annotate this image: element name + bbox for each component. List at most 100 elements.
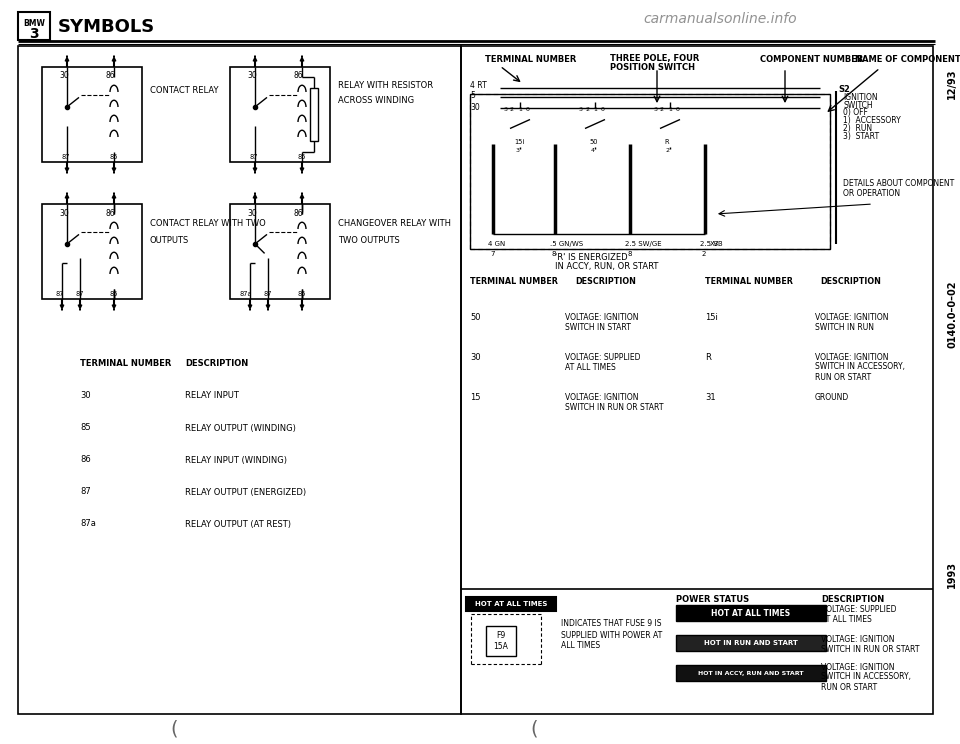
Text: 1: 1 (668, 107, 672, 112)
Text: 12/93: 12/93 (947, 68, 957, 99)
Text: VOLTAGE: IGNITION: VOLTAGE: IGNITION (821, 635, 895, 644)
Text: 87: 87 (80, 487, 91, 496)
Text: (: ( (170, 719, 178, 739)
Text: 4 RT: 4 RT (470, 82, 487, 91)
Text: 2.5 VI: 2.5 VI (700, 241, 720, 247)
Text: GROUND: GROUND (815, 393, 850, 402)
Bar (461, 46, 933, 714)
Bar (230, 67, 330, 162)
Bar (466, 597, 556, 611)
Text: VOLTAGE: IGNITION: VOLTAGE: IGNITION (815, 312, 889, 321)
Text: INDICATES THAT FUSE 9 IS: INDICATES THAT FUSE 9 IS (561, 620, 661, 629)
Text: 1: 1 (518, 107, 522, 112)
Text: 87a: 87a (240, 291, 252, 297)
Text: F9
15A: F9 15A (493, 632, 509, 651)
Text: .5 GN/WS: .5 GN/WS (550, 241, 583, 247)
Text: 2)  RUN: 2) RUN (843, 124, 872, 133)
Text: NAME OF COMPONENT: NAME OF COMPONENT (855, 54, 960, 63)
Text: 0: 0 (526, 107, 530, 112)
Text: VOLTAGE: SUPPLIED: VOLTAGE: SUPPLIED (821, 604, 897, 614)
Text: 2: 2 (702, 251, 707, 257)
Text: ACROSS WINDING: ACROSS WINDING (338, 96, 414, 105)
Text: CONTACT RELAY WITH TWO: CONTACT RELAY WITH TWO (150, 219, 266, 228)
Text: 85: 85 (297, 154, 305, 160)
Text: SWITCH IN START: SWITCH IN START (565, 322, 631, 332)
Text: 3: 3 (29, 27, 38, 41)
Bar (18, 12, 50, 40)
Text: RELAY INPUT (WINDING): RELAY INPUT (WINDING) (185, 455, 287, 464)
Text: AT ALL TIMES: AT ALL TIMES (821, 615, 872, 623)
Text: 85: 85 (80, 423, 90, 432)
Text: RELAY OUTPUT (AT REST): RELAY OUTPUT (AT REST) (185, 519, 291, 528)
Text: 0: 0 (676, 107, 680, 112)
Text: 2: 2 (510, 107, 514, 112)
Text: SWITCH IN RUN OR START: SWITCH IN RUN OR START (565, 403, 663, 411)
Text: 0140.0–0–02: 0140.0–0–02 (947, 280, 957, 347)
Text: IN ACCY, RUN, OR START: IN ACCY, RUN, OR START (555, 261, 659, 271)
Text: X33: X33 (710, 241, 724, 247)
Text: RELAY OUTPUT (ENERGIZED): RELAY OUTPUT (ENERGIZED) (185, 487, 306, 496)
Text: SWITCH: SWITCH (843, 100, 873, 109)
Text: VOLTAGE: IGNITION: VOLTAGE: IGNITION (565, 312, 638, 321)
Text: 87: 87 (250, 154, 258, 160)
Text: DESCRIPTION: DESCRIPTION (185, 359, 249, 368)
Text: SWITCH IN RUN OR START: SWITCH IN RUN OR START (821, 644, 920, 653)
Text: SWITCH IN ACCESSORY,: SWITCH IN ACCESSORY, (815, 362, 905, 371)
Text: 3: 3 (579, 107, 583, 112)
Text: CONTACT RELAY: CONTACT RELAY (150, 86, 219, 95)
Text: 0: 0 (601, 107, 605, 112)
Text: 87a: 87a (80, 519, 96, 528)
Text: TERMINAL NUMBER: TERMINAL NUMBER (80, 359, 172, 368)
Text: 3: 3 (516, 149, 520, 153)
Bar (42, 67, 142, 162)
Text: HOT AT ALL TIMES: HOT AT ALL TIMES (475, 601, 547, 607)
Text: 86: 86 (80, 455, 91, 464)
Text: VOLTAGE: IGNITION: VOLTAGE: IGNITION (565, 393, 638, 402)
Text: VOLTAGE: IGNITION: VOLTAGE: IGNITION (821, 662, 895, 672)
Text: 1993: 1993 (947, 560, 957, 588)
Text: 1: 1 (593, 107, 597, 112)
Text: 2: 2 (660, 107, 664, 112)
Bar (18, 46, 461, 714)
Text: 3: 3 (504, 107, 508, 112)
Text: 7: 7 (490, 251, 494, 257)
Text: HOT AT ALL TIMES: HOT AT ALL TIMES (711, 609, 791, 618)
Text: 3: 3 (654, 107, 658, 112)
Text: 87: 87 (62, 154, 70, 160)
Bar (676, 665, 826, 681)
Text: VOLTAGE: IGNITION: VOLTAGE: IGNITION (815, 353, 889, 362)
Bar (676, 635, 826, 651)
Text: 15: 15 (470, 393, 481, 402)
Text: 30: 30 (247, 71, 256, 80)
Text: 8: 8 (627, 251, 632, 257)
Text: POSITION SWITCH: POSITION SWITCH (610, 62, 695, 71)
Text: 86: 86 (106, 71, 115, 80)
Text: CHANGEOVER RELAY WITH: CHANGEOVER RELAY WITH (338, 219, 451, 228)
Text: 85: 85 (109, 291, 117, 297)
Text: HOT IN RUN AND START: HOT IN RUN AND START (704, 640, 798, 646)
Text: 30: 30 (80, 391, 90, 400)
Text: RUN OR START: RUN OR START (815, 373, 871, 382)
Text: 8: 8 (552, 251, 557, 257)
Text: BMW: BMW (23, 19, 45, 28)
Text: 2: 2 (585, 107, 589, 112)
Text: IGNITION: IGNITION (843, 92, 877, 101)
Text: DESCRIPTION: DESCRIPTION (575, 278, 636, 286)
Text: 15i: 15i (514, 139, 524, 145)
Text: R: R (705, 353, 710, 362)
Text: 0) OFF: 0) OFF (843, 109, 868, 118)
Text: 87: 87 (263, 291, 272, 297)
Text: SWITCH IN ACCESSORY,: SWITCH IN ACCESSORY, (821, 673, 911, 682)
Text: POWER STATUS: POWER STATUS (676, 594, 749, 603)
Text: (: ( (530, 719, 538, 739)
Bar (486, 626, 516, 656)
Text: 15i: 15i (705, 312, 718, 321)
Text: carmanualsonline.info: carmanualsonline.info (643, 12, 797, 26)
Text: SUPPLIED WITH POWER AT: SUPPLIED WITH POWER AT (561, 630, 662, 640)
Text: COMPONENT NUMBER: COMPONENT NUMBER (760, 54, 863, 63)
Text: 2: 2 (666, 149, 670, 153)
Text: R: R (664, 139, 668, 145)
Text: 50: 50 (589, 139, 597, 145)
Text: 86: 86 (106, 208, 115, 217)
Text: OR OPERATION: OR OPERATION (843, 190, 900, 199)
